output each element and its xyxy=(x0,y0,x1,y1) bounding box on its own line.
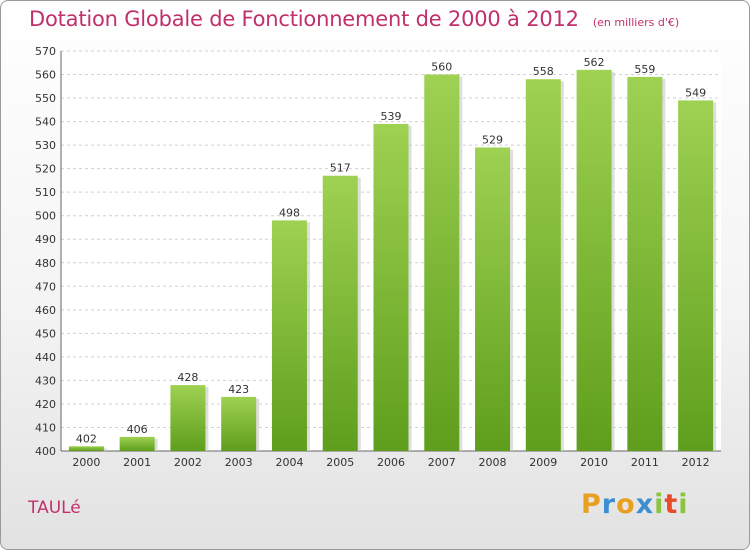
y-tick-label: 550 xyxy=(35,92,56,105)
y-tick-label: 410 xyxy=(35,421,56,434)
x-tick-label: 2008 xyxy=(479,456,507,469)
data-label: 539 xyxy=(381,110,402,123)
x-tick-label: 2003 xyxy=(225,456,253,469)
y-tick-label: 530 xyxy=(35,139,56,152)
x-tick-label: 2005 xyxy=(326,456,354,469)
y-tick-label: 470 xyxy=(35,280,56,293)
bar xyxy=(271,220,307,451)
data-label: 558 xyxy=(533,65,554,78)
y-tick-label: 490 xyxy=(35,233,56,246)
y-tick-label: 430 xyxy=(35,374,56,387)
data-label: 549 xyxy=(685,86,706,99)
y-tick-label: 540 xyxy=(35,116,56,129)
bar xyxy=(525,79,561,451)
chart-title: Dotation Globale de Fonctionnement de 20… xyxy=(29,7,679,31)
x-tick-label: 2012 xyxy=(682,456,710,469)
y-tick-label: 480 xyxy=(35,257,56,270)
data-label: 529 xyxy=(482,133,503,146)
data-label: 423 xyxy=(228,383,249,396)
y-tick-label: 440 xyxy=(35,351,56,364)
data-label: 559 xyxy=(634,63,655,76)
bar xyxy=(68,446,104,451)
y-tick-label: 520 xyxy=(35,163,56,176)
x-tick-label: 2006 xyxy=(377,456,405,469)
bar xyxy=(373,123,409,452)
logo-letter: r xyxy=(601,489,617,520)
x-tick-label: 2004 xyxy=(275,456,303,469)
x-tick-label: 2009 xyxy=(529,456,557,469)
bar xyxy=(627,76,663,451)
x-tick-label: 2011 xyxy=(631,456,659,469)
chart-title-text: Dotation Globale de Fonctionnement de 20… xyxy=(29,7,579,31)
y-tick-label: 570 xyxy=(35,45,56,58)
y-tick-label: 420 xyxy=(35,398,56,411)
data-label: 560 xyxy=(431,61,452,74)
x-tick-label: 2000 xyxy=(72,456,100,469)
logo-letter: i xyxy=(654,489,665,520)
data-label: 517 xyxy=(330,162,351,175)
bar xyxy=(576,69,612,451)
y-tick-label: 460 xyxy=(35,304,56,317)
bar xyxy=(170,385,206,451)
logo-letter: P xyxy=(581,489,602,520)
y-tick-label: 510 xyxy=(35,186,56,199)
bar xyxy=(424,74,460,451)
y-tick-label: 560 xyxy=(35,69,56,82)
y-tick-label: 400 xyxy=(35,445,56,458)
logo-letter: x xyxy=(635,489,655,520)
bar xyxy=(678,100,714,451)
data-label: 562 xyxy=(584,56,605,69)
y-tick-label: 450 xyxy=(35,327,56,340)
x-tick-label: 2007 xyxy=(428,456,456,469)
x-tick-label: 2002 xyxy=(174,456,202,469)
logo-letter: i xyxy=(678,489,689,520)
chart-subtitle: (en milliers d'€) xyxy=(592,16,680,29)
data-label: 498 xyxy=(279,206,300,219)
logo-letter: o xyxy=(616,489,636,520)
data-label: 428 xyxy=(177,371,198,384)
bar xyxy=(221,396,257,451)
x-tick-label: 2010 xyxy=(580,456,608,469)
logo-letter: t xyxy=(664,489,679,520)
y-tick-label: 500 xyxy=(35,210,56,223)
bar xyxy=(322,175,358,452)
x-tick-label: 2001 xyxy=(123,456,151,469)
commune-name: TAULé xyxy=(28,498,81,518)
proxiti-logo: Proxiti xyxy=(581,489,689,520)
bar xyxy=(475,147,511,451)
data-label: 406 xyxy=(127,423,148,436)
data-label: 402 xyxy=(76,432,97,445)
bar xyxy=(119,436,155,451)
